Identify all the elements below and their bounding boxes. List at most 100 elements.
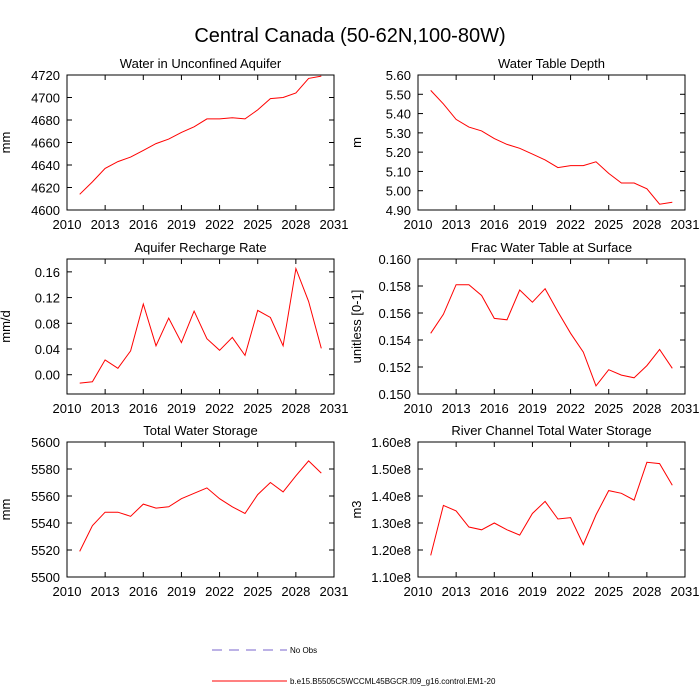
panel-2: Water Table Depth 2010 2013 2016 2019 2022 202… [349,56,699,232]
y-tick-label: 4.90 [386,203,411,218]
x-tick-label: 2010 [404,217,433,232]
y-tick-label: 4700 [31,91,60,106]
x-tick-label: 2025 [243,584,272,599]
x-tick-label: 2025 [594,584,623,599]
x-tick-label: 2016 [480,217,509,232]
y-tick-label: 5560 [31,489,60,504]
y-tick-label: 5.50 [386,87,411,102]
panel-title: Water Table Depth [498,56,605,71]
x-tick-label: 2031 [671,401,700,416]
panel-title: Frac Water Table at Surface [471,240,632,255]
y-tick-label: 0.160 [378,252,411,267]
series-line [430,90,673,205]
x-tick-label: 2031 [671,217,700,232]
y-axis-label: m3 [349,500,364,518]
y-tick-label: 1.30e8 [371,516,411,531]
y-tick-label: 5520 [31,543,60,558]
x-tick-label: 2016 [480,401,509,416]
y-tick-label: 1.20e8 [371,543,411,558]
y-tick-label: 5.40 [386,107,411,122]
x-tick-label: 2016 [129,584,158,599]
x-tick-label: 2022 [205,401,234,416]
panel-5: Total Water Storage 2010 2013 2016 2019 2022 2… [0,423,348,599]
y-tick-label: 4660 [31,136,60,151]
panel-title: River Channel Total Water Storage [451,423,651,438]
x-tick-label: 2022 [556,584,585,599]
x-tick-label: 2010 [404,584,433,599]
x-tick-label: 2019 [518,401,547,416]
panel-6: River Channel Total Water Storage 2010 201… [349,423,699,599]
series-line [430,284,673,387]
plot-frame [417,258,686,395]
y-tick-label: 1.60e8 [371,435,411,450]
panels: Water in Unconfined Aquifer 2010 2013 2016 2… [0,56,699,599]
y-tick-label: 5.60 [386,68,411,83]
series-line [430,461,673,556]
y-tick-label: 5540 [31,516,60,531]
y-tick-label: 0.12 [35,291,60,306]
x-tick-label: 2016 [129,217,158,232]
y-tick-label: 5500 [31,570,60,585]
x-tick-label: 2019 [167,217,196,232]
x-tick-label: 2013 [442,401,471,416]
y-tick-label: 5.10 [386,164,411,179]
x-tick-label: 2013 [91,401,120,416]
x-tick-label: 2031 [320,584,349,599]
y-tick-label: 5600 [31,435,60,450]
x-tick-label: 2022 [205,217,234,232]
x-tick-label: 2022 [556,217,585,232]
y-tick-label: 4640 [31,158,60,173]
y-tick-label: 5.30 [386,126,411,141]
y-tick-label: 1.40e8 [371,489,411,504]
x-tick-label: 2028 [632,401,661,416]
x-tick-label: 2031 [671,584,700,599]
y-axis-label: mm [0,132,13,154]
x-tick-label: 2031 [320,217,349,232]
x-tick-label: 2025 [243,401,272,416]
y-tick-label: 4620 [31,181,60,196]
plot-frame [417,74,686,211]
panel-3: Aquifer Recharge Rate 2010 2013 2016 2019 202… [0,240,348,416]
y-axis-label: m [349,137,364,148]
y-tick-label: 4600 [31,203,60,218]
panel-1: Water in Unconfined Aquifer 2010 2013 2016 2… [0,56,348,232]
series-line [79,75,322,195]
y-axis-label: mm [0,499,13,521]
y-tick-label: 0.156 [378,306,411,321]
series-line [79,266,322,384]
legend: No Obs b.e15.B5505C5WCCML45BGCR.f09_g16.c… [212,646,496,686]
x-tick-label: 2016 [129,401,158,416]
x-tick-label: 2028 [281,401,310,416]
y-tick-label: 0.00 [35,368,60,383]
panel-title: Water in Unconfined Aquifer [120,56,282,71]
x-tick-label: 2013 [91,584,120,599]
plot-frame [66,258,335,395]
x-tick-label: 2013 [442,217,471,232]
x-tick-label: 2028 [632,217,661,232]
x-tick-label: 2010 [53,401,82,416]
x-tick-label: 2013 [91,217,120,232]
plot-frame [417,441,686,578]
y-tick-label: 0.08 [35,316,60,331]
y-tick-label: 5580 [31,462,60,477]
y-tick-label: 4720 [31,68,60,83]
x-tick-label: 2019 [518,584,547,599]
x-tick-label: 2022 [556,401,585,416]
y-axis-label: unitless [0-1] [349,290,364,364]
x-tick-label: 2025 [594,217,623,232]
x-tick-label: 2028 [632,584,661,599]
x-tick-label: 2016 [480,584,509,599]
legend-label: b.e15.B5505C5WCCML45BGCR.f09_g16.control… [290,677,496,686]
x-tick-label: 2028 [281,584,310,599]
legend-label: No Obs [290,646,317,655]
plot-frame [66,441,335,578]
y-tick-label: 5.00 [386,184,411,199]
x-tick-label: 2019 [167,584,196,599]
y-tick-label: 1.10e8 [371,570,411,585]
panel-title: Total Water Storage [143,423,257,438]
x-tick-label: 2025 [594,401,623,416]
x-tick-label: 2010 [53,217,82,232]
y-tick-label: 0.152 [378,360,411,375]
